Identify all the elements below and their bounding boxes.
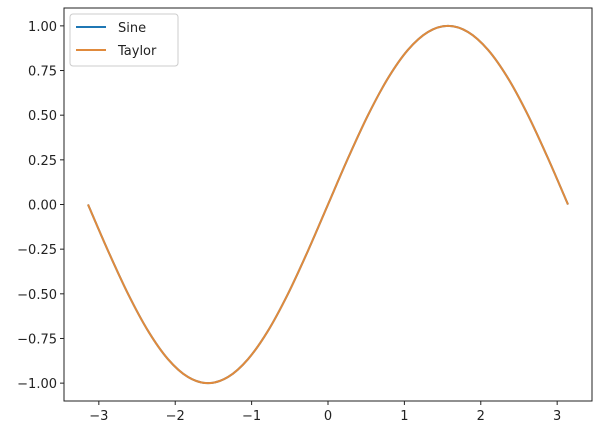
- y-tick-label: 0.25: [28, 154, 57, 169]
- y-tick-label: 1.00: [28, 20, 57, 35]
- y-tick-label: −0.25: [17, 243, 57, 258]
- x-tick-label: −3: [89, 409, 108, 424]
- x-axis: −3 −2 −1 0 1 2 3: [89, 401, 561, 424]
- x-tick-label: 1: [400, 409, 408, 424]
- y-axis: 1.00 0.75 0.50 0.25 0.00 −0.25 −0.50 −0.75 −1.00: [17, 20, 64, 392]
- x-tick-label: 0: [324, 409, 332, 424]
- series-layer: [87, 24, 569, 385]
- x-tick-label: −2: [166, 409, 185, 424]
- legend-label-taylor: Taylor: [117, 44, 157, 59]
- x-tick-label: −1: [242, 409, 261, 424]
- legend: Sine Taylor: [69, 13, 179, 67]
- series-line-taylor: [87, 24, 569, 385]
- y-tick-label: −1.00: [17, 377, 57, 392]
- x-tick-label: 2: [477, 409, 485, 424]
- y-tick-label: −0.75: [17, 332, 57, 347]
- y-tick-label: −0.50: [17, 288, 57, 303]
- x-tick-label: 3: [553, 409, 561, 424]
- legend-label-sine: Sine: [118, 21, 146, 36]
- y-tick-label: 0.00: [28, 199, 57, 214]
- y-tick-label: 0.75: [28, 65, 57, 80]
- y-tick-label: 0.50: [28, 109, 57, 124]
